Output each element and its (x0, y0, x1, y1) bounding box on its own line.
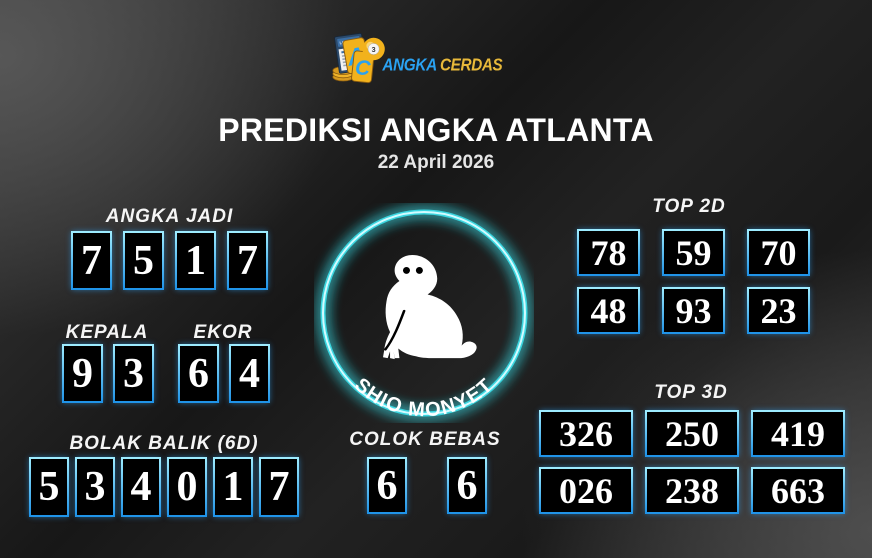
svg-text:SHIO MONYET: SHIO MONYET (350, 374, 498, 422)
svg-text:3: 3 (372, 45, 376, 54)
svg-text:CERDAS: CERDAS (440, 55, 503, 75)
svg-text:ANGKA: ANGKA (382, 55, 437, 75)
